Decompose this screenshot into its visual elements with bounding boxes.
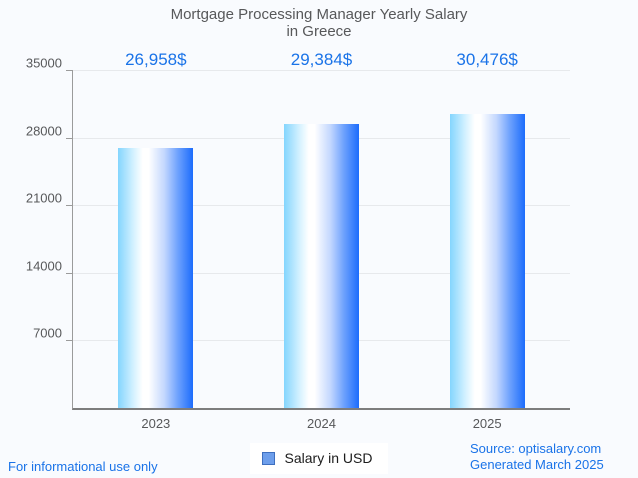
y-axis-tick [66,137,73,139]
x-tick-label: 2025 [472,416,502,431]
chart-title-line1: Mortgage Processing Manager Yearly Salar… [170,6,468,23]
generated-line: Generated March 2025 [470,457,604,472]
legend-swatch-icon [261,451,275,465]
value-label: 26,958$ [125,50,187,69]
gridline [73,70,570,71]
x-tick-label: 2024 [307,416,336,431]
disclaimer-text: For informational use only [8,459,158,474]
x-tick-label: 2023 [141,416,171,431]
chart-title: Mortgage Processing Manager Yearly Salar… [0,6,638,40]
source-attribution: Source: optisalary.com Generated March 2… [470,441,604,473]
bar [118,147,194,408]
bar [449,113,525,408]
y-tick-label: 35000 [25,55,62,71]
legend: Salary in USD [249,443,389,474]
y-axis-tick [66,340,73,342]
legend-label: Salary in USD [284,450,373,466]
chart-title-line2: in Greece [286,23,352,40]
y-axis-tick [66,272,73,274]
y-tick-label: 7000 [33,325,62,341]
bar [284,124,359,408]
value-label: 30,476$ [456,50,518,69]
source-line: Source: optisalary.com [470,441,602,456]
y-tick-label: 14000 [25,258,62,274]
y-axis-tick [66,205,73,207]
plot-area: 35000 28000 21000 14000 7000 26,958$ 2023 29,38… [26,50,570,431]
y-tick-label: 21000 [25,190,62,206]
y-axis-tick [66,70,73,71]
y-tick-label: 28000 [25,123,62,139]
value-label: 29,384$ [290,50,353,69]
